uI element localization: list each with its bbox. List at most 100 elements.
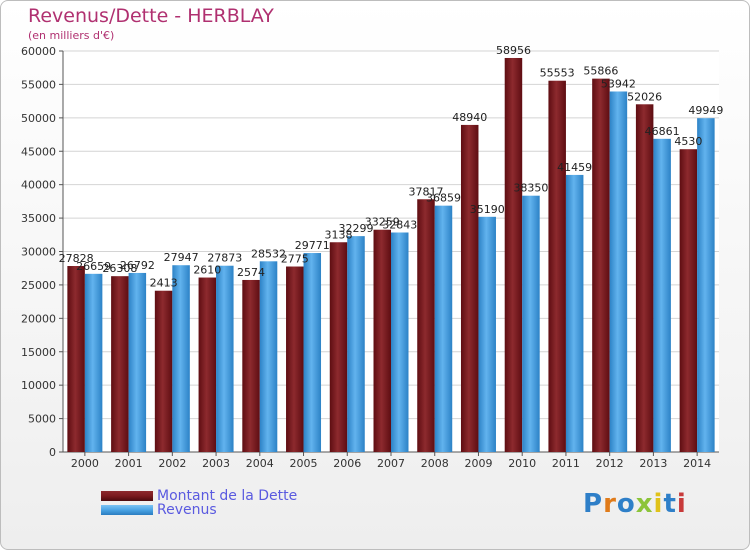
data-label-dette: 2610: [193, 264, 221, 277]
legend-label-revenus: Revenus: [157, 502, 217, 518]
bar-revenus: [172, 265, 190, 452]
bar-dette: [635, 104, 654, 452]
logo-letter: x: [635, 489, 654, 519]
legend-item-revenus: Revenus: [101, 502, 217, 518]
x-tick-label: 2013: [639, 457, 667, 470]
legend-item-dette: Montant de la Dette: [101, 488, 297, 504]
x-tick-label: 2008: [421, 457, 449, 470]
data-label-revenus: 41459: [557, 161, 592, 174]
data-label-revenus: 36859: [426, 192, 461, 205]
data-label-dette: 2775: [281, 253, 309, 266]
bar-revenus: [347, 236, 365, 452]
data-label-dette: 33259: [365, 216, 400, 229]
logo-letter: o: [616, 489, 636, 519]
data-label-dette: 37817: [408, 185, 443, 198]
data-label-revenus: 32843: [382, 218, 417, 231]
y-tick-label: 20000: [21, 312, 56, 325]
data-label-revenus: 38350: [513, 182, 548, 195]
data-label-revenus: 26792: [120, 259, 155, 272]
y-tick-label: 0: [49, 446, 56, 459]
data-label-revenus: 27873: [207, 252, 242, 265]
data-label-dette: 2574: [237, 266, 265, 279]
data-label-dette: 58956: [496, 44, 531, 57]
data-label-revenus: 28532: [251, 247, 286, 260]
bar-revenus: [522, 195, 540, 453]
x-tick-label: 2010: [508, 457, 536, 470]
bar-revenus: [303, 253, 322, 452]
x-tick-label: 2007: [377, 457, 405, 470]
data-label-revenus: 53942: [601, 77, 636, 90]
data-label-dette: 26308: [102, 262, 137, 275]
bar-dette: [154, 290, 173, 452]
bar-dette: [417, 199, 435, 452]
data-label-dette: 55866: [583, 65, 618, 78]
data-label-dette: 2413: [150, 277, 178, 290]
data-label-revenus: 32299: [339, 222, 374, 235]
data-label-dette: 3138: [325, 228, 353, 241]
logo-letter: i: [653, 489, 664, 519]
y-tick-label: 35000: [21, 212, 56, 225]
y-tick-label: 10000: [21, 379, 56, 392]
data-label-dette: 48940: [452, 111, 487, 124]
x-tick-label: 2005: [290, 457, 318, 470]
x-tick-label: 2004: [246, 457, 274, 470]
data-label-revenus: 27947: [164, 251, 199, 264]
bar-revenus: [478, 216, 496, 452]
data-label-dette: 4530: [674, 135, 702, 148]
bar-dette: [373, 229, 391, 452]
data-label-dette: 55553: [540, 67, 575, 80]
data-label-revenus: 26659: [76, 260, 111, 273]
proxiti-logo: Proxiti: [583, 489, 687, 519]
data-label-dette: 27828: [59, 252, 94, 265]
y-tick-label: 25000: [21, 279, 56, 292]
bar-revenus: [216, 265, 234, 452]
chart-subtitle: (en milliers d'€): [28, 29, 115, 42]
bar-dette: [548, 80, 566, 452]
y-tick-label: 30000: [21, 246, 56, 259]
chart-title: Revenus/Dette - HERBLAY: [28, 5, 274, 27]
y-tick-label: 50000: [21, 112, 56, 125]
y-tick-label: 40000: [21, 179, 56, 192]
legend-label-dette: Montant de la Dette: [157, 488, 298, 504]
bar-revenus: [609, 91, 628, 452]
y-tick-label: 55000: [21, 78, 56, 91]
bar-revenus: [434, 205, 453, 452]
logo-letter: i: [676, 489, 687, 519]
legend-swatch-dette: [101, 491, 153, 501]
x-tick-label: 2001: [115, 457, 143, 470]
x-tick-label: 2011: [552, 457, 580, 470]
x-tick-label: 2003: [202, 457, 230, 470]
bar-dette: [242, 279, 260, 452]
bar-revenus: [653, 138, 671, 452]
data-label-revenus: 46861: [645, 125, 680, 138]
bar-dette: [286, 266, 304, 452]
x-tick-label: 2006: [333, 457, 361, 470]
bar-dette: [67, 266, 85, 452]
logo-letter: P: [583, 489, 604, 519]
bar-revenus: [697, 118, 715, 452]
y-tick-label: 15000: [21, 346, 56, 359]
bar-dette: [460, 124, 479, 452]
data-label-revenus: 49949: [688, 104, 723, 117]
bar-revenus: [565, 174, 584, 452]
y-tick-label: 45000: [21, 145, 56, 158]
bar-revenus: [259, 261, 278, 452]
y-tick-label: 60000: [21, 45, 56, 58]
data-label-revenus: 35190: [470, 203, 505, 216]
x-tick-label: 2009: [464, 457, 492, 470]
bar-revenus: [391, 232, 409, 452]
logo-letter: r: [603, 489, 617, 519]
bar-revenus: [84, 273, 103, 452]
bar-dette: [592, 78, 610, 452]
data-label-dette: 52026: [627, 90, 662, 103]
bar-revenus: [128, 272, 147, 452]
bar-dette: [198, 277, 217, 452]
bar-dette: [329, 242, 348, 452]
bar-dette: [111, 276, 129, 452]
x-tick-label: 2000: [71, 457, 99, 470]
legend-swatch-revenus: [101, 505, 153, 515]
bar-dette: [504, 57, 523, 452]
bar-dette: [679, 149, 698, 452]
